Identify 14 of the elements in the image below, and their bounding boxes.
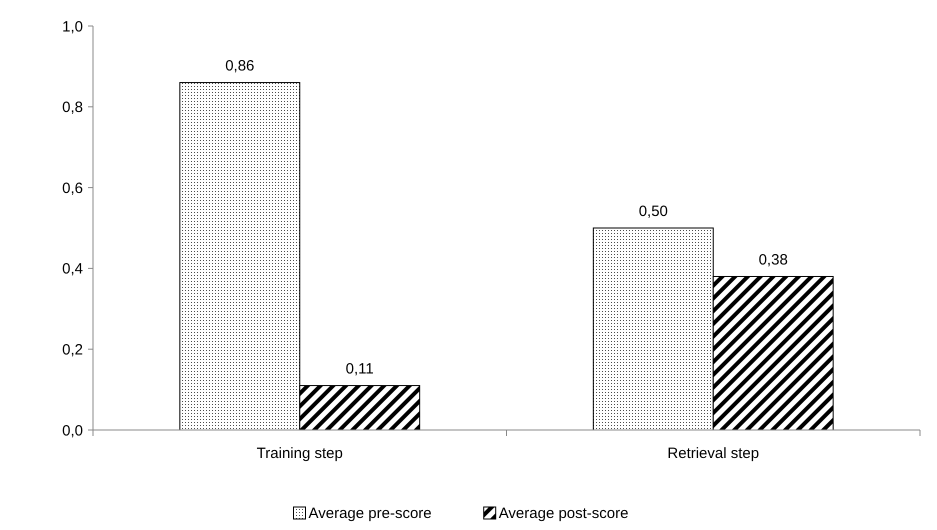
data-label: 0,38 [758, 251, 788, 268]
y-tick-label: 0,6 [62, 180, 83, 197]
legend-label: Average post-score [498, 505, 628, 522]
y-tick-label: 0,4 [62, 260, 83, 278]
legend-label: Average pre-score [308, 505, 432, 522]
x-tick-label: Training step [256, 445, 343, 462]
data-label: 0,11 [346, 360, 374, 378]
x-tick-label: Retrieval step [667, 445, 760, 462]
data-label: 0,50 [638, 203, 668, 220]
y-tick-label: 0,8 [62, 99, 83, 116]
data-label: 0,86 [225, 58, 254, 75]
y-tick-label: 0,0 [62, 422, 83, 440]
y-tick-label: 0,2 [62, 341, 83, 358]
y-tick-label: 1,0 [62, 18, 83, 36]
